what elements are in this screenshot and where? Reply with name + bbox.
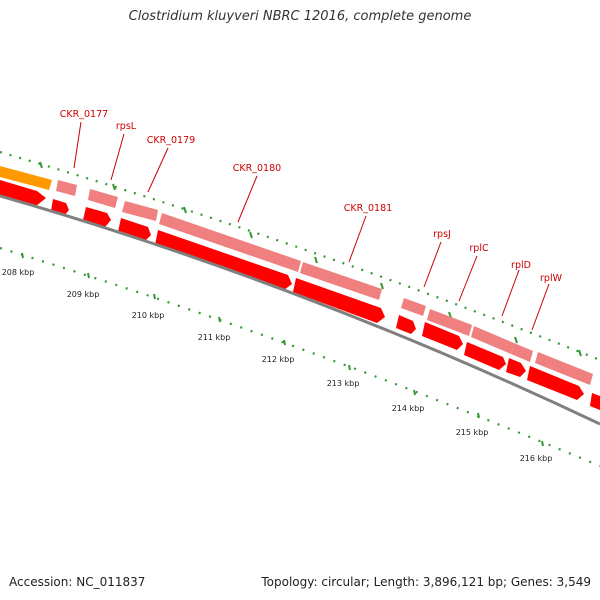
scale-label: 211 kbp [198,333,231,342]
outer-tick-ring [0,150,600,362]
scale-label: 213 kbp [327,379,360,388]
backbone [0,194,600,426]
map-title: Clostridium kluyveri NBRC 12016, complet… [128,9,472,24]
scale-label: 216 kbp [520,454,553,463]
forward-genes [56,180,593,385]
gene-label-ckr-0180: CKR_0180 [233,163,281,174]
reverse-genes [0,180,600,410]
gene-label-rpsj: rpsJ [433,229,451,240]
scale-labels: 208 kbp 209 kbp 210 kbp 211 kbp 212 kbp … [2,268,553,463]
gene-label-rpsl: rpsL [116,121,137,132]
scale-label: 214 kbp [392,404,425,413]
genome-summary-text: Topology: circular; Length: 3,896,121 bp… [261,575,591,589]
scale-label: 212 kbp [262,355,295,364]
gene-label-rpld: rplD [511,260,531,271]
inner-tick-ring [0,246,600,468]
accession-text: Accession: NC_011837 [9,575,146,589]
scale-label: 210 kbp [132,311,165,320]
gene-label-rplw: rplW [540,273,563,284]
gene-label-ckr-0181: CKR_0181 [344,203,392,214]
gene-leader-lines [73,121,550,331]
gene-label-ckr-0177: CKR_0177 [60,109,108,120]
scale-label: 215 kbp [456,428,489,437]
gene-label-rplc: rplC [469,243,489,254]
scale-label: 208 kbp [2,268,35,277]
gene-labels: CKR_0177 rpsL CKR_0179 CKR_0180 CKR_0181… [60,109,563,284]
gene-label-ckr-0179: CKR_0179 [147,135,195,146]
orange-feature [0,166,52,190]
scale-label: 209 kbp [67,290,100,299]
